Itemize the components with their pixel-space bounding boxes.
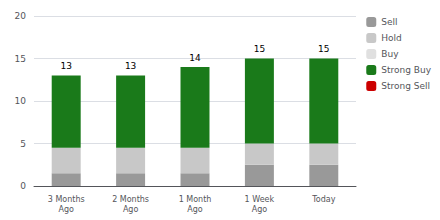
svg-text:Buy: Buy [381,49,399,59]
svg-text:Strong Sell: Strong Sell [381,81,430,91]
svg-text:Strong Buy: Strong Buy [381,65,431,75]
svg-text:15: 15 [254,44,265,54]
svg-text:14: 14 [189,53,201,63]
svg-text:Ago: Ago [123,205,139,214]
svg-text:20: 20 [15,11,27,21]
svg-text:2 Months: 2 Months [112,195,149,204]
svg-text:Ago: Ago [252,205,268,214]
svg-text:13: 13 [60,61,71,71]
svg-text:1 Week: 1 Week [245,195,275,204]
svg-text:15: 15 [318,44,329,54]
svg-text:0: 0 [20,181,26,191]
svg-text:1 Month: 1 Month [179,195,212,204]
svg-text:10: 10 [15,96,27,106]
svg-text:5: 5 [20,139,26,149]
svg-text:Sell: Sell [381,17,397,27]
svg-text:Today: Today [311,195,335,204]
svg-text:13: 13 [125,61,136,71]
svg-text:Ago: Ago [58,205,74,214]
svg-text:3 Months: 3 Months [48,195,85,204]
svg-text:Ago: Ago [187,205,203,214]
svg-text:15: 15 [15,54,26,64]
svg-text:Hold: Hold [381,33,402,43]
